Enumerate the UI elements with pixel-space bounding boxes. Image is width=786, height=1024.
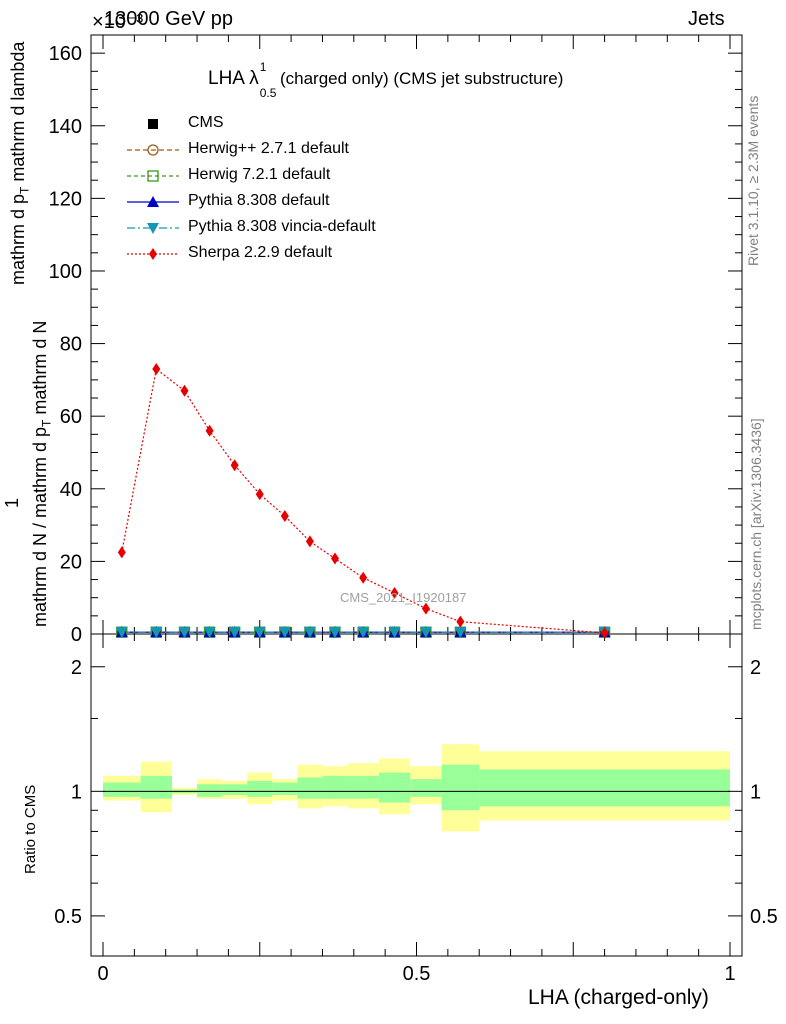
main-y-tick-label-40: 40 bbox=[60, 479, 82, 501]
data-point-sherpa-13 bbox=[600, 626, 609, 639]
plot-title-rest: (charged only) (CMS jet substructure) bbox=[279, 69, 564, 88]
analysis-watermark: CMS_2021_I1920187 bbox=[340, 590, 467, 605]
y-axis-label-prefix: 1 bbox=[2, 497, 22, 508]
legend-label-cms: CMS bbox=[188, 114, 224, 131]
header-left: 13000 GeV pp bbox=[104, 8, 233, 30]
legend-marker-sherpa bbox=[149, 248, 157, 260]
data-point-vincia-1 bbox=[150, 627, 163, 639]
data-point-vincia-10 bbox=[388, 627, 401, 639]
legend-label-vincia: Pythia 8.308 vincia-default bbox=[188, 218, 376, 235]
ratio-band-inner-8 bbox=[322, 775, 348, 799]
data-point-sherpa-4 bbox=[230, 459, 239, 472]
legend-label-herwigpp: Herwig++ 2.7.1 default bbox=[188, 140, 349, 157]
ratio-band-inner-7 bbox=[297, 777, 323, 799]
legend-marker-herwigpp bbox=[147, 144, 159, 156]
ratio-band-inner-0 bbox=[103, 782, 141, 797]
plot-title: LHA λ 1 0.5 (charged only) (CMS jet substr… bbox=[208, 60, 564, 100]
ratio-y-tick-label-right-1: 1 bbox=[750, 781, 761, 803]
ratio-y-tick-label-right-2: 2 bbox=[750, 657, 761, 679]
exponent-label: ×10⁻³ bbox=[92, 11, 144, 33]
data-point-vincia-5 bbox=[253, 627, 266, 639]
x-tick-label-0: 0 bbox=[97, 963, 108, 985]
data-point-sherpa-2 bbox=[180, 384, 189, 397]
data-point-sherpa-0 bbox=[117, 546, 126, 559]
ratio-y-axis-label: Ratio to CMS bbox=[22, 784, 39, 874]
y-axis-label-denominator: mathrm d N / mathrm d pT mathrm d N bbox=[30, 320, 54, 627]
data-point-vincia-7 bbox=[303, 627, 316, 639]
main-y-tick-label-80: 80 bbox=[60, 334, 82, 356]
data-point-sherpa-10 bbox=[390, 586, 399, 599]
ratio-band-inner-5 bbox=[247, 780, 273, 797]
data-point-vincia-2 bbox=[178, 627, 191, 639]
legend-label-sherpa: Sherpa 2.2.9 default bbox=[188, 244, 333, 261]
plot-title-sup: 1 bbox=[259, 60, 267, 74]
data-point-vincia-4 bbox=[228, 627, 241, 639]
data-point-sherpa-6 bbox=[280, 510, 289, 523]
main-y-tick-label-140: 140 bbox=[49, 116, 82, 138]
main-y-tick-label-0: 0 bbox=[71, 624, 82, 646]
legend-marker-herwig7 bbox=[147, 170, 159, 182]
data-point-vincia-9 bbox=[357, 627, 370, 639]
data-point-sherpa-5 bbox=[255, 488, 264, 501]
y-axis-label-numerator: mathrm d pT mathrm d lambda bbox=[8, 41, 32, 285]
legend-label-pythia: Pythia 8.308 default bbox=[188, 192, 330, 209]
ratio-y-tick-label-0.5: 0.5 bbox=[54, 906, 82, 928]
x-axis-label: LHA (charged-only) bbox=[528, 986, 709, 1009]
plot-title-sub: 0.5 bbox=[259, 86, 277, 100]
legend-marker-vincia bbox=[147, 223, 159, 234]
x-tick-label-1: 0.5 bbox=[403, 963, 431, 985]
main-y-tick-label-120: 120 bbox=[49, 188, 82, 210]
legend-label-herwig7: Herwig 7.2.1 default bbox=[188, 166, 331, 183]
data-point-vincia-12 bbox=[454, 627, 467, 639]
mcplots-label: mcplots.cern.ch [arXiv:1306.3436] bbox=[748, 418, 764, 630]
main-y-tick-label-20: 20 bbox=[60, 551, 82, 573]
legend-marker-pythia bbox=[147, 196, 159, 207]
main-y-tick-label-100: 100 bbox=[49, 261, 82, 283]
main-y-tick-label-160: 160 bbox=[49, 43, 82, 65]
series-line-sherpa bbox=[121, 367, 605, 634]
data-point-vincia-3 bbox=[203, 627, 216, 639]
x-tick-label-2: 1 bbox=[724, 963, 735, 985]
ratio-band-inner-11 bbox=[410, 779, 442, 797]
data-point-sherpa-12 bbox=[456, 615, 465, 628]
plot-title-main: LHA λ bbox=[208, 68, 259, 89]
data-point-sherpa-8 bbox=[330, 552, 339, 565]
y-axis-label: 1 bbox=[2, 498, 23, 508]
rivet-label: Rivet 3.1.10, ≥ 2.3M events bbox=[745, 95, 761, 266]
data-point-sherpa-11 bbox=[421, 602, 430, 615]
data-point-sherpa-1 bbox=[152, 362, 161, 375]
data-point-vincia-6 bbox=[278, 627, 291, 639]
ratio-band-inner-10 bbox=[378, 772, 411, 803]
main-y-tick-label-60: 60 bbox=[60, 406, 82, 428]
ratio-band-inner-13 bbox=[479, 769, 730, 807]
data-point-sherpa-3 bbox=[205, 424, 214, 437]
header-right: Jets bbox=[688, 8, 725, 30]
ratio-band-inner-9 bbox=[347, 775, 379, 799]
ratio-band-inner-1 bbox=[140, 775, 172, 799]
data-point-vincia-8 bbox=[328, 627, 341, 639]
data-point-sherpa-9 bbox=[359, 571, 368, 584]
ratio-band-inner-4 bbox=[222, 784, 248, 795]
ratio-band-inner-6 bbox=[272, 782, 298, 795]
data-point-vincia-11 bbox=[419, 627, 432, 639]
ratio-band-inner-12 bbox=[441, 764, 480, 811]
ratio-y-tick-label-2: 2 bbox=[71, 657, 82, 679]
ratio-y-tick-label-1: 1 bbox=[71, 781, 82, 803]
data-point-vincia-0 bbox=[115, 627, 128, 639]
ratio-band-inner-3 bbox=[197, 784, 223, 797]
legend-marker-cms bbox=[148, 119, 158, 129]
ratio-y-tick-label-right-0.5: 0.5 bbox=[750, 906, 778, 928]
data-point-sherpa-7 bbox=[305, 535, 314, 548]
